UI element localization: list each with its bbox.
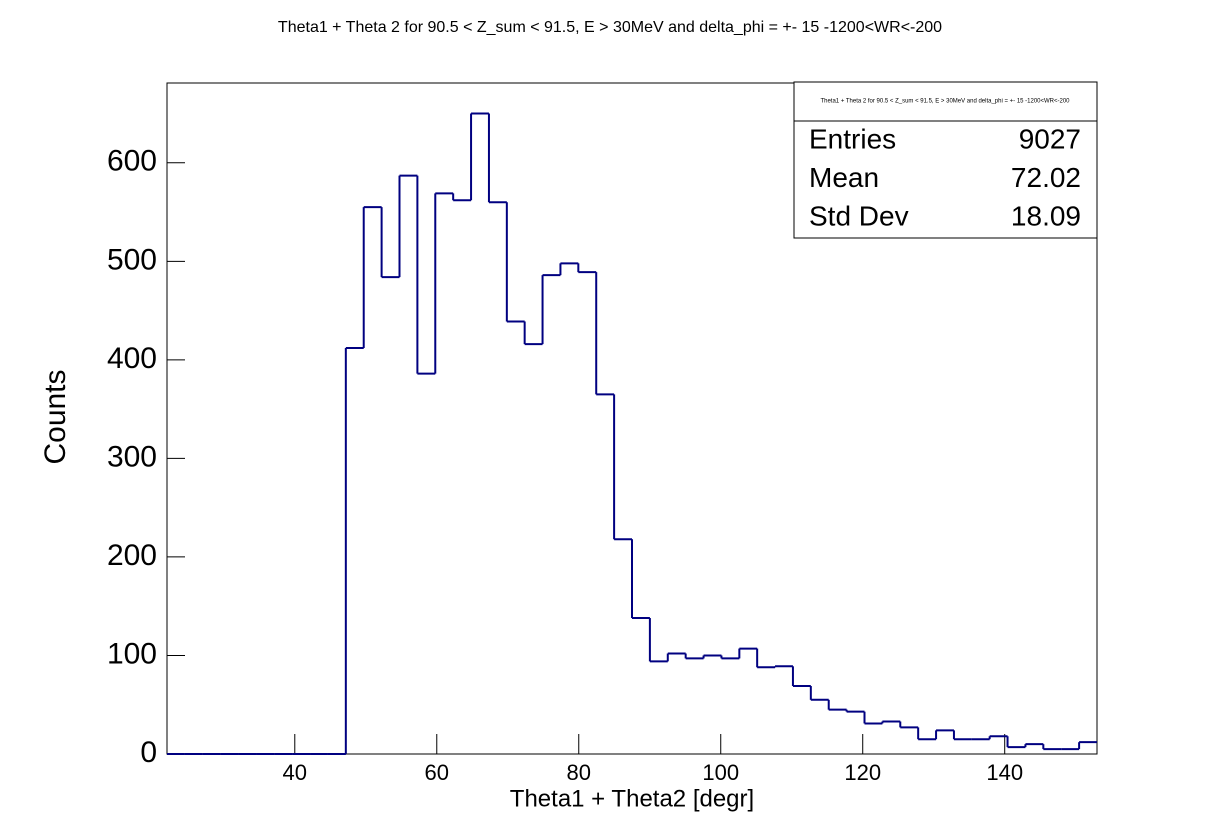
stats-value: 18.09 [1011,200,1081,231]
x-tick-label: 100 [702,760,739,785]
stats-value: 9027 [1019,123,1081,154]
x-tick-label: 140 [986,760,1023,785]
chart-title: Theta1 + Theta 2 for 90.5 < Z_sum < 91.5… [278,19,942,36]
plot-frame [166,82,1098,755]
x-tick-label: 80 [567,760,591,785]
y-tick-label: 500 [107,243,157,276]
stats-title: Theta1 + Theta 2 for 90.5 < Z_sum < 91.5… [820,99,1070,105]
stats-label: Mean [809,162,879,193]
y-tick-label: 100 [107,637,157,670]
y-axis-label: Counts [39,369,72,464]
stats-box: Theta1 + Theta 2 for 90.5 < Z_sum < 91.5… [793,81,1098,239]
y-tick-label: 0 [140,736,157,769]
stats-frame [793,81,1098,239]
stats-value: 72.02 [1011,162,1081,193]
stats-label: Entries [809,123,896,154]
stats-label: Std Dev [809,200,909,231]
x-axis-label: Theta1 + Theta2 [degr] [510,785,754,812]
y-tick-label: 300 [107,440,157,473]
x-tick-label: 120 [844,760,881,785]
x-tick-label: 40 [283,760,307,785]
y-tick-label: 600 [107,145,157,178]
y-tick-label: 200 [107,539,157,572]
x-tick-label: 60 [425,760,449,785]
y-tick-label: 400 [107,342,157,375]
